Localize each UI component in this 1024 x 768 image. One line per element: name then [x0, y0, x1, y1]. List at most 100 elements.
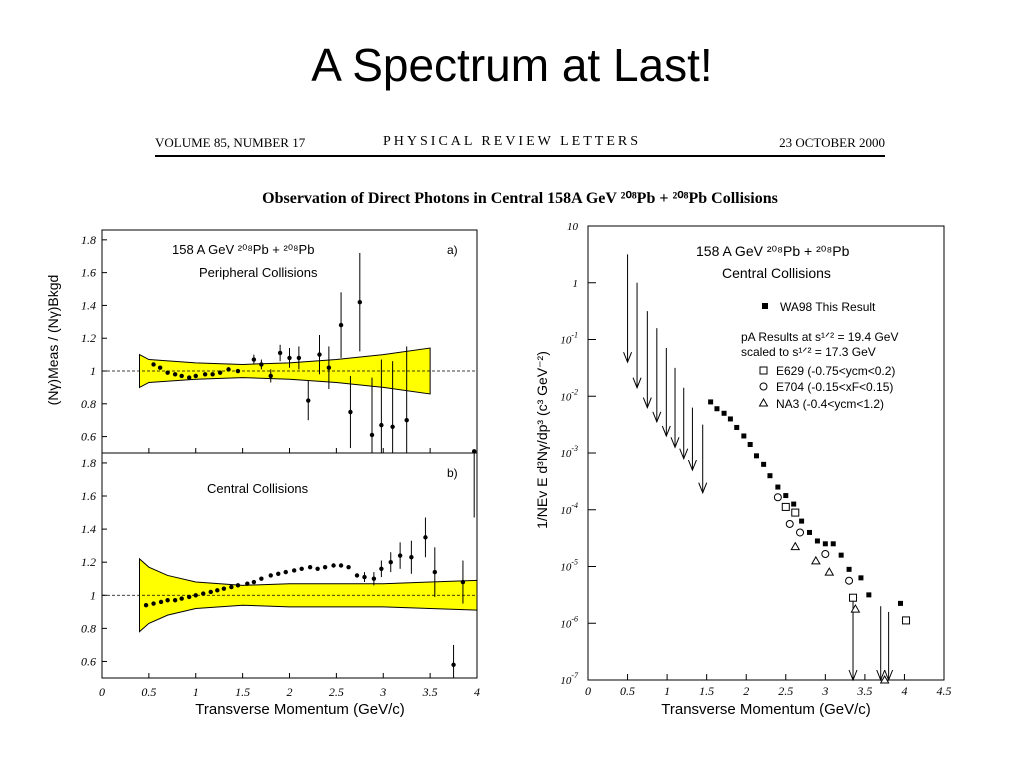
- x-tick-label: 2: [287, 685, 293, 699]
- data-point: [172, 598, 178, 603]
- data-point: [201, 591, 206, 596]
- na3-point: [824, 567, 835, 576]
- data-point: [259, 576, 264, 581]
- wa98-point: [747, 441, 753, 447]
- x-tick-label: 1.5: [699, 684, 714, 698]
- legend-pa-line1: pA Results at s¹ᐟ² = 19.4 GeV: [741, 330, 899, 344]
- data-point: [229, 584, 234, 590]
- wa98-point: [775, 484, 781, 490]
- legend-na3: NA3 (-0.4<ycm<1.2): [776, 397, 884, 411]
- wa98-point: [714, 406, 720, 412]
- x-tick-label: 4.5: [937, 684, 952, 698]
- data-point: [357, 299, 363, 305]
- e704-point: [796, 528, 805, 537]
- data-point: [471, 449, 477, 454]
- e704-point: [845, 576, 854, 585]
- y-tick-label: 0.6: [81, 654, 96, 668]
- wa98-point: [754, 453, 760, 459]
- y-tick-label: 1.4: [81, 522, 96, 536]
- data-point: [151, 601, 156, 606]
- data-point: [157, 365, 163, 370]
- data-point: [143, 603, 149, 608]
- data-point: [338, 322, 344, 328]
- na3-point: [850, 604, 861, 613]
- e629-point: [849, 593, 858, 602]
- data-point: [235, 368, 241, 374]
- e629-point: [781, 502, 790, 511]
- legend-e629: E629 (-0.75<ycm<0.2): [776, 364, 895, 378]
- x-tick-label: 1: [664, 684, 670, 698]
- wa98-point: [807, 529, 813, 535]
- x-tick-label: 4: [901, 684, 907, 698]
- x-tick-label: 4: [474, 685, 480, 699]
- data-point: [326, 365, 332, 370]
- data-point: [409, 555, 414, 560]
- data-point: [259, 362, 264, 367]
- na3-point: [790, 541, 801, 551]
- data-point: [307, 564, 313, 570]
- ylabel-ratio: (Nγ)Meas / (Nγ)Bkgd: [45, 275, 61, 406]
- data-point: [315, 566, 320, 572]
- x-tick-label: 2.5: [329, 685, 344, 699]
- data-point: [346, 564, 351, 570]
- e629-point: [791, 508, 800, 517]
- y-tick-label: 10-7: [560, 671, 579, 687]
- data-point: [423, 535, 428, 540]
- data-point: [268, 373, 273, 379]
- panel-title: 158 A GeV ²⁰⁸Pb + ²⁰⁸Pb: [172, 242, 314, 257]
- upper-limit-arrow: [652, 411, 662, 424]
- na3-point: [810, 555, 821, 565]
- slide-title: A Spectrum at Last!: [311, 39, 713, 91]
- data-point: [369, 432, 375, 438]
- upper-limit-arrow: [848, 669, 858, 682]
- data-point: [432, 569, 438, 575]
- x-tick-label: 0: [585, 684, 591, 698]
- x-tick-label: 3: [821, 684, 828, 698]
- data-point: [245, 581, 250, 586]
- legend-pa-line2: scaled to s¹ᐟ² = 17.3 GeV: [741, 345, 876, 359]
- journal-name: PHYSICAL REVIEW LETTERS: [383, 134, 641, 149]
- data-point: [379, 422, 384, 428]
- data-point: [165, 370, 170, 375]
- data-point: [317, 352, 322, 357]
- wa98-point: [866, 592, 872, 598]
- y-tick-label: 1.6: [81, 489, 96, 503]
- y-tick-label: 10-2: [560, 387, 578, 403]
- legend-e629-marker: [759, 366, 768, 375]
- legend-e704-marker: [759, 382, 768, 391]
- upper-limit-arrow: [670, 437, 680, 449]
- data-point: [172, 372, 178, 377]
- x-tick-label: 2: [743, 684, 749, 698]
- upper-limit-arrow: [687, 459, 697, 472]
- data-point: [151, 362, 156, 367]
- data-point: [268, 573, 273, 578]
- legend-wa98-marker: [762, 303, 768, 309]
- upper-limit-arrow: [642, 397, 652, 409]
- y-tick-exp: -2: [571, 387, 578, 396]
- data-point: [165, 598, 170, 603]
- xlabel-spectrum: Transverse Momentum (GeV/c): [661, 701, 871, 718]
- spectrum-subtitle: Central Collisions: [722, 265, 831, 281]
- e629-point: [902, 616, 911, 625]
- legend: WA98 This Result pA Results at s¹ᐟ² = 19.…: [741, 300, 899, 411]
- wa98-point: [791, 501, 797, 507]
- wa98-point: [846, 566, 852, 572]
- spectrum-title: 158 A GeV ²⁰⁸Pb + ²⁰⁸Pb: [696, 243, 850, 259]
- wa98-point: [727, 416, 733, 422]
- data-point: [348, 409, 353, 415]
- wa98-point: [741, 433, 747, 439]
- data-point: [276, 571, 281, 576]
- data-point: [186, 594, 192, 600]
- wa98-point: [897, 600, 903, 606]
- e704-point: [785, 519, 794, 528]
- data-point: [306, 398, 311, 403]
- y-tick-label: 1: [573, 278, 579, 290]
- y-tick-exp: -4: [571, 501, 578, 510]
- data-point: [338, 563, 344, 568]
- y-tick-label: 1.8: [81, 456, 96, 470]
- spectrum-plot: 10 1 10-1 10-2 10-3 10-4 10-5 10-6 10-7 0 0.5 1 1.5 2…: [560, 221, 951, 698]
- wa98-point: [734, 424, 740, 430]
- y-tick-exp: -1: [571, 331, 578, 340]
- y-tick-exp: -3: [571, 444, 578, 453]
